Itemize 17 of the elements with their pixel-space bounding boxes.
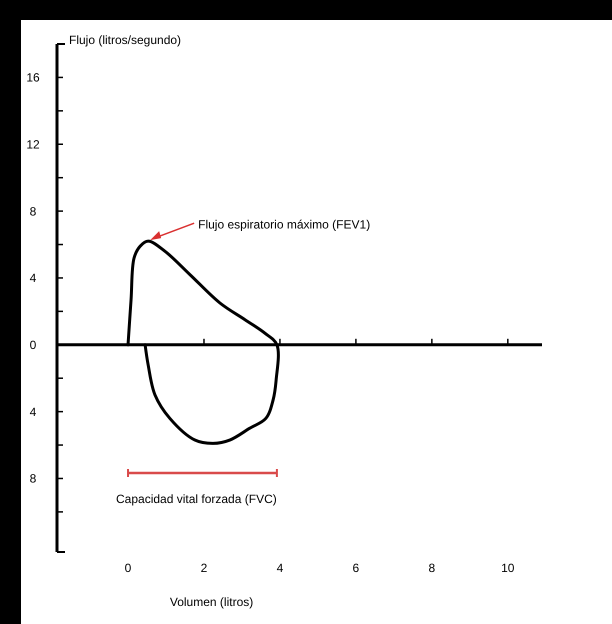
y-tick-label: 8: [30, 472, 37, 486]
y-tick-label: 4: [30, 404, 37, 419]
x-tick-label: 2: [200, 561, 208, 575]
x-axis-title: Volumen (litros): [170, 595, 254, 609]
x-tick-label: 0: [124, 561, 132, 575]
y-tick-label: 16: [26, 70, 40, 85]
y-tick-label: 8: [30, 204, 37, 218]
y-tick-label: 0: [30, 338, 37, 352]
y-axis-title: Flujo (litros/segundo): [69, 33, 182, 47]
x-tick-label: 4: [276, 561, 284, 575]
x-tick-label: 10: [501, 561, 515, 575]
y-tick-label: 12: [26, 137, 40, 152]
x-tick-label: 8: [428, 561, 436, 575]
y-tick-label: 4: [30, 271, 37, 286]
annotation: Flujo espiratorio máximo (FEV1): [198, 217, 370, 232]
annotation: Capacidad vital forzada (FVC): [116, 492, 277, 506]
x-tick-label: 6: [352, 561, 360, 575]
